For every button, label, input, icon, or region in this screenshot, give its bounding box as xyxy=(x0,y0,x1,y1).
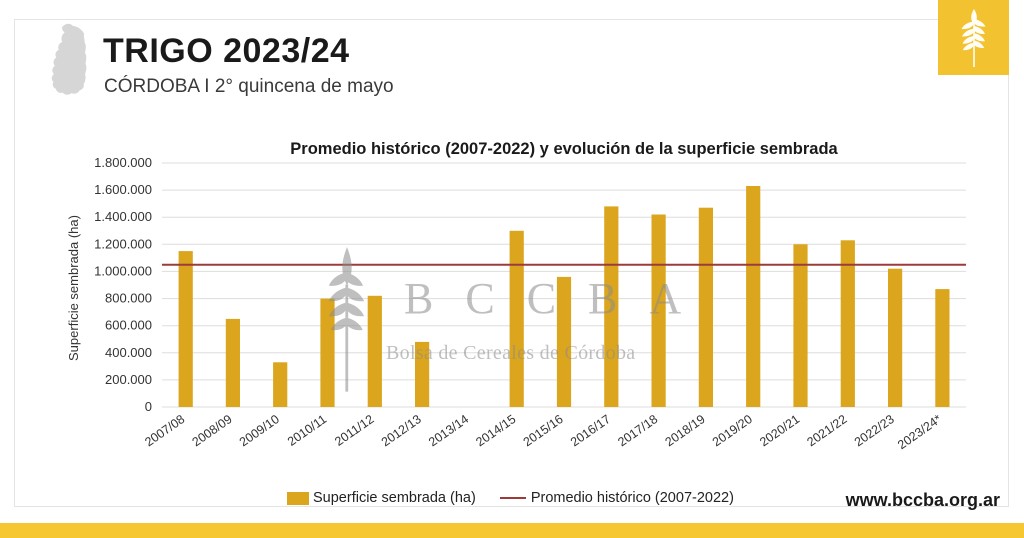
svg-text:2016/17: 2016/17 xyxy=(568,412,613,449)
svg-text:2012/13: 2012/13 xyxy=(379,412,424,449)
svg-text:Superficie sembrada (ha): Superficie sembrada (ha) xyxy=(66,215,81,361)
svg-text:2022/23: 2022/23 xyxy=(852,412,897,449)
svg-text:2020/21: 2020/21 xyxy=(757,412,802,449)
svg-text:1.800.000: 1.800.000 xyxy=(94,155,152,170)
svg-text:2010/11: 2010/11 xyxy=(285,412,329,449)
svg-text:2018/19: 2018/19 xyxy=(663,412,708,449)
svg-text:2019/20: 2019/20 xyxy=(710,412,755,449)
svg-text:2009/10: 2009/10 xyxy=(237,412,282,449)
svg-text:1.600.000: 1.600.000 xyxy=(94,182,152,197)
svg-text:2021/22: 2021/22 xyxy=(804,412,849,449)
svg-text:1.200.000: 1.200.000 xyxy=(94,236,152,251)
svg-text:2023/24*: 2023/24* xyxy=(895,412,944,452)
svg-text:2015/16: 2015/16 xyxy=(521,412,566,449)
svg-text:1.400.000: 1.400.000 xyxy=(94,209,152,224)
svg-text:2013/14: 2013/14 xyxy=(426,412,471,449)
svg-text:2011/12: 2011/12 xyxy=(332,412,376,449)
svg-text:200.000: 200.000 xyxy=(105,372,152,387)
svg-text:2007/08: 2007/08 xyxy=(142,412,187,449)
svg-text:2008/09: 2008/09 xyxy=(190,412,235,449)
svg-text:1.000.000: 1.000.000 xyxy=(94,263,152,278)
svg-text:2014/15: 2014/15 xyxy=(473,412,518,449)
svg-text:600.000: 600.000 xyxy=(105,318,152,333)
svg-text:2017/18: 2017/18 xyxy=(615,412,660,449)
svg-text:0: 0 xyxy=(145,399,152,414)
svg-text:800.000: 800.000 xyxy=(105,291,152,306)
svg-text:400.000: 400.000 xyxy=(105,345,152,360)
